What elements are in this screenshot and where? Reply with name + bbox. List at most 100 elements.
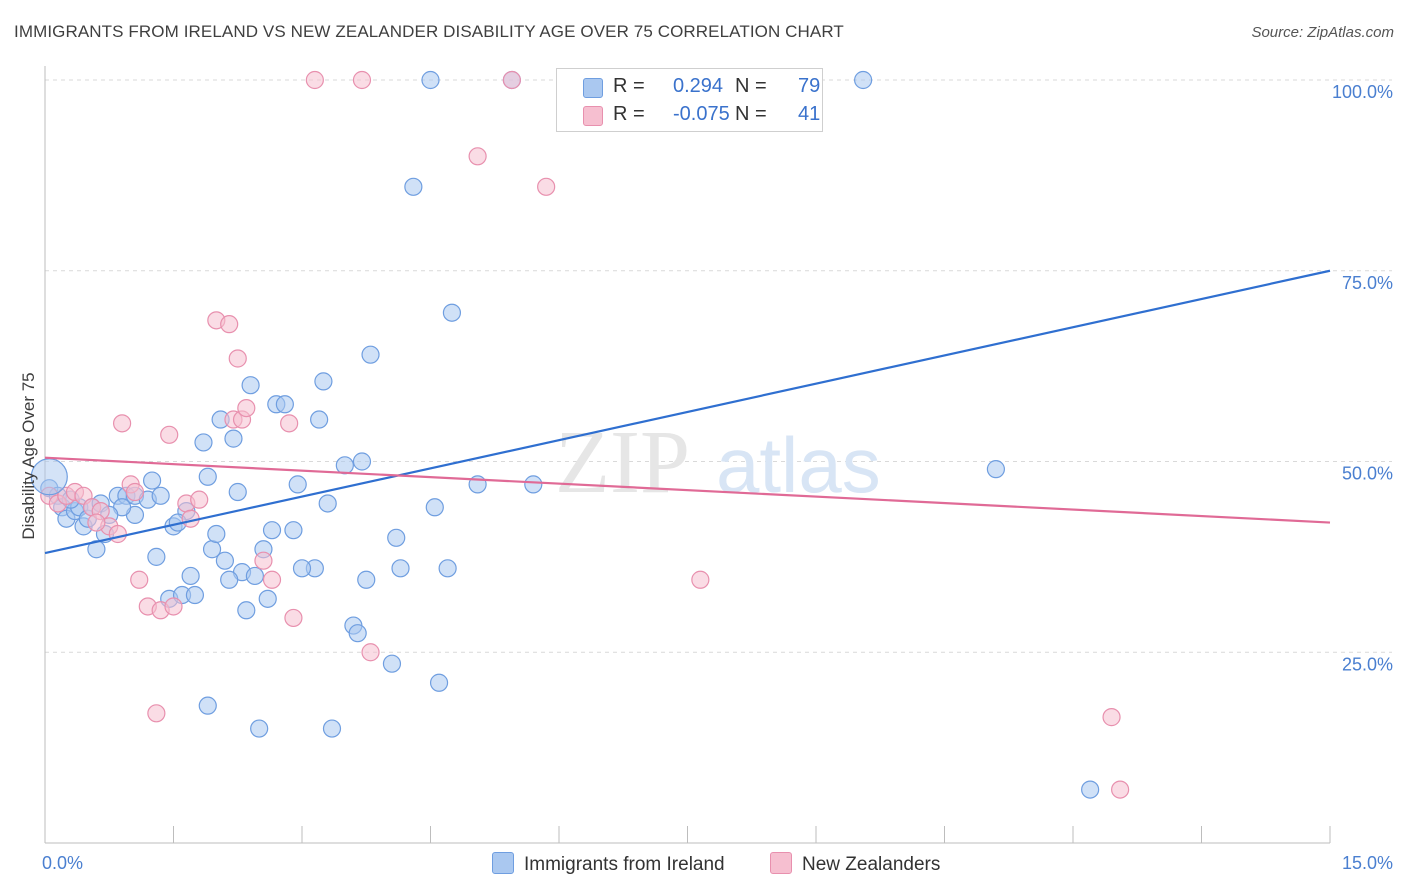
- point-ireland: [262, 521, 282, 540]
- point-ireland: [357, 570, 376, 589]
- trend-line-newzealanders: [44, 456, 1331, 524]
- r-value: 0.294: [673, 75, 724, 97]
- axes: [44, 66, 1331, 844]
- point-ireland: [361, 345, 380, 364]
- r-key: R =: [613, 75, 645, 97]
- point-ireland: [194, 433, 213, 452]
- n-key: N =: [735, 103, 767, 125]
- point-ireland: [442, 303, 462, 322]
- point-ireland: [421, 70, 440, 90]
- chart-title: IMMIGRANTS FROM IRELAND VS NEW ZEALANDER…: [14, 22, 844, 41]
- point-newzealanders: [468, 147, 487, 166]
- y-tick-label: 75.0%: [1342, 273, 1393, 293]
- point-newzealanders: [691, 570, 710, 589]
- point-ireland: [258, 589, 277, 608]
- watermark-zip: ZIP: [555, 413, 690, 512]
- point-ireland: [335, 456, 354, 475]
- point-ireland: [310, 410, 329, 429]
- point-ireland: [382, 654, 402, 673]
- grid-lines: [45, 79, 1392, 653]
- point-ireland: [1081, 780, 1100, 799]
- y-tick-label: 50.0%: [1342, 464, 1393, 484]
- point-ireland: [198, 467, 217, 486]
- correlation-legend: R = 0.294 N = 79 R = -0.075 N = 41: [556, 68, 823, 132]
- point-ireland: [224, 429, 243, 448]
- x-tick-label: 15.0%: [1342, 853, 1393, 873]
- point-ireland: [318, 494, 337, 513]
- point-newzealanders: [108, 524, 127, 544]
- point-newzealanders: [228, 349, 247, 368]
- point-newzealanders: [112, 414, 132, 433]
- point-ireland: [404, 177, 423, 196]
- point-ireland: [151, 486, 170, 505]
- point-ireland: [292, 559, 312, 578]
- point-ireland: [352, 452, 372, 471]
- point-ireland: [348, 624, 367, 643]
- point-ireland: [142, 471, 162, 490]
- trend-line-ireland: [44, 269, 1331, 555]
- point-newzealanders: [305, 70, 324, 90]
- point-ireland: [429, 673, 449, 692]
- point-newzealanders: [284, 608, 303, 628]
- legend-label: New Zealanders: [802, 854, 941, 875]
- point-ireland: [185, 585, 205, 605]
- trend-lines: [44, 269, 1331, 555]
- point-newzealanders: [164, 597, 183, 616]
- point-newzealanders: [125, 482, 145, 502]
- tick-labels: 25.0% 50.0% 75.0% 100.0% 0.0% 15.0%: [42, 82, 1393, 873]
- pink-swatch-icon: [770, 852, 792, 874]
- point-ireland: [854, 70, 873, 90]
- point-ireland: [250, 719, 269, 738]
- n-value: 79: [798, 75, 821, 97]
- point-ireland: [438, 559, 457, 578]
- point-ireland: [228, 482, 247, 502]
- point-ireland: [391, 559, 410, 578]
- point-newzealanders: [262, 570, 282, 589]
- watermark: ZIP atlas: [555, 413, 881, 512]
- source-label: Source: ZipAtlas.com: [1251, 24, 1394, 41]
- legend-item-ireland[interactable]: Immigrants from Ireland: [492, 852, 725, 876]
- point-newzealanders: [237, 398, 256, 418]
- r-key: R =: [613, 103, 645, 125]
- point-ireland: [215, 551, 234, 570]
- points-layer: [30, 70, 1130, 799]
- point-ireland: [425, 498, 444, 517]
- point-ireland: [524, 475, 543, 494]
- point-newzealanders: [130, 570, 149, 589]
- y-axis-label: Disability Age Over 75: [19, 372, 38, 539]
- point-newzealanders: [537, 177, 556, 196]
- y-tick-label: 100.0%: [1332, 82, 1393, 102]
- point-newzealanders: [147, 704, 166, 723]
- pink-swatch-icon: [583, 106, 603, 126]
- point-ireland: [198, 696, 217, 715]
- point-ireland: [387, 528, 406, 547]
- point-ireland: [220, 570, 239, 589]
- r-value: -0.075: [673, 103, 730, 125]
- legend-item-newzealanders[interactable]: New Zealanders: [770, 852, 940, 876]
- point-ireland: [237, 601, 256, 620]
- point-ireland: [986, 460, 1006, 479]
- y-tick-label: 25.0%: [1342, 654, 1393, 674]
- point-ireland: [147, 547, 166, 566]
- x-tick-label: 0.0%: [42, 853, 83, 873]
- point-newzealanders: [1111, 780, 1130, 799]
- point-newzealanders: [352, 70, 372, 90]
- point-newzealanders: [1102, 708, 1121, 727]
- point-ireland: [322, 719, 342, 738]
- point-ireland: [314, 372, 333, 391]
- point-newzealanders: [254, 551, 273, 570]
- legend-label: Immigrants from Ireland: [524, 854, 725, 875]
- n-key: N =: [735, 75, 767, 97]
- point-newzealanders: [280, 414, 299, 433]
- point-newzealanders: [190, 490, 209, 509]
- blue-swatch-icon: [583, 78, 603, 98]
- point-ireland: [207, 524, 226, 544]
- point-ireland: [181, 566, 200, 586]
- point-newzealanders: [220, 315, 239, 334]
- point-ireland: [275, 395, 294, 414]
- watermark-atlas: atlas: [716, 421, 881, 509]
- point-newzealanders: [87, 513, 106, 532]
- point-ireland: [245, 566, 264, 586]
- point-newzealanders: [361, 643, 380, 662]
